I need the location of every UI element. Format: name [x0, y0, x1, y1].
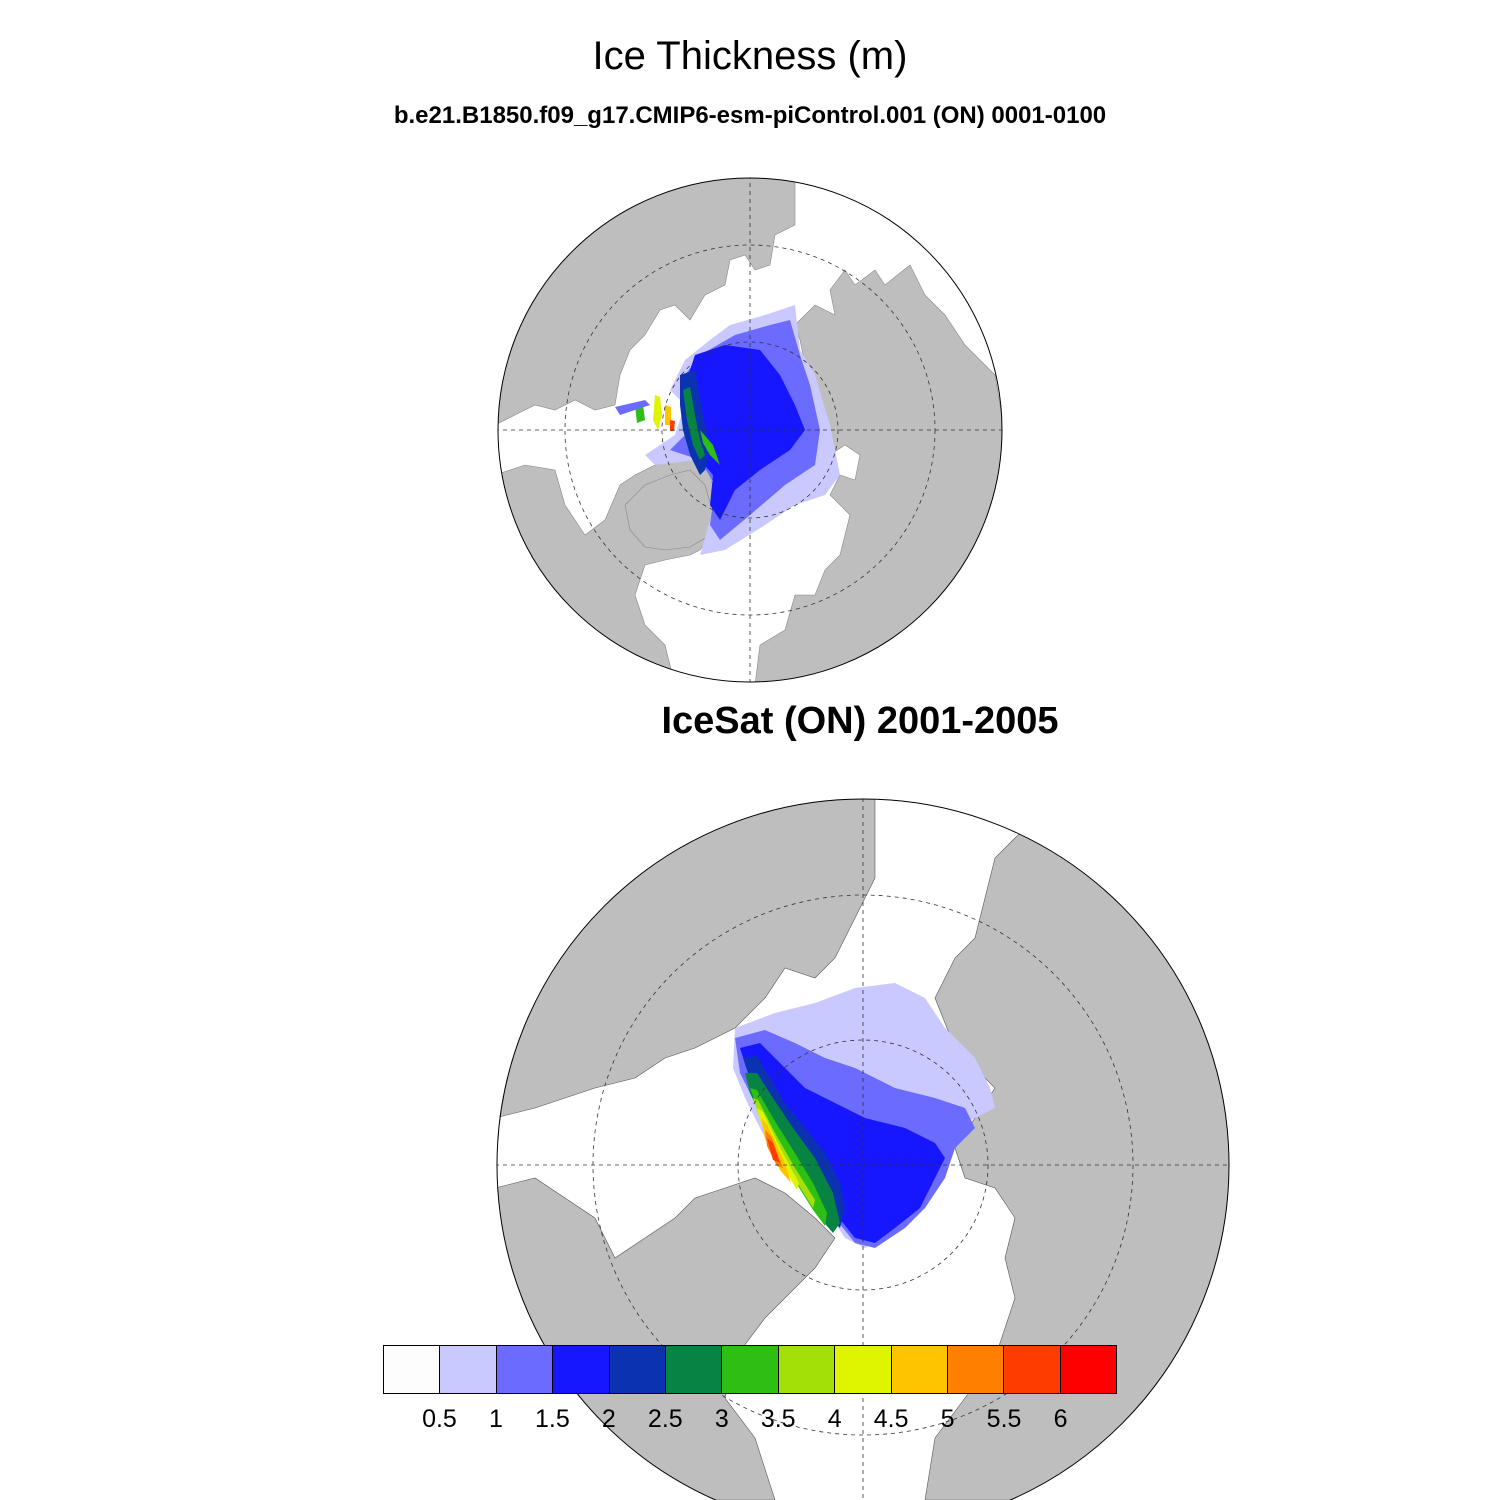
colorbar-box: [722, 1346, 779, 1393]
ice-thick-patch-a: [653, 395, 662, 430]
case-subtitle: b.e21.B1850.f09_g17.CMIP6-esm-piControl.…: [393, 102, 1107, 129]
ice-level-6: [700, 430, 720, 465]
colorbar-label: 5: [940, 1405, 955, 1433]
colorbar-box: [891, 1346, 948, 1393]
colorbar-box: [496, 1346, 554, 1393]
colorbar-label: 2: [601, 1405, 616, 1433]
ice-thick-patch-c: [670, 420, 675, 431]
graticule: [498, 178, 1002, 682]
obs-panel-title: IceSat (ON) 2001-2005: [661, 700, 1059, 742]
colorbar-label: 1.5: [534, 1405, 570, 1433]
colorbar-box: [947, 1346, 1005, 1393]
land-eurasia: [754, 264, 1002, 682]
colorbar-box: [553, 1346, 610, 1393]
ice-level-3: [685, 345, 805, 520]
colorbar-box: [384, 1346, 441, 1393]
colorbar-label: 3.5: [760, 1405, 796, 1433]
colorbar-label: 4.5: [873, 1405, 909, 1433]
colorbar-label: 0.5: [422, 1405, 457, 1433]
colorbar-box: [440, 1346, 497, 1393]
colorbar-box: [609, 1346, 666, 1393]
colorbar-label: 2.5: [647, 1405, 683, 1433]
colorbar-box: [1060, 1346, 1117, 1393]
ice-thick-patch-b: [665, 405, 671, 425]
ice-level-3b: [740, 1043, 945, 1243]
ice-thick-patch-d: [635, 405, 645, 423]
ice-level-5: [683, 387, 705, 460]
colorbar-box: [835, 1346, 892, 1393]
colorbar-box: [1004, 1346, 1061, 1393]
colorbar-label: 5.5: [986, 1405, 1022, 1433]
colorbar-label: 3: [714, 1405, 729, 1433]
ice-thin-channel: [615, 400, 650, 415]
map-border-2: [496, 798, 1230, 1500]
figure-title: Ice Thickness (m): [592, 34, 908, 78]
colorbar-box: [665, 1346, 723, 1393]
ice-level-11b: [767, 1138, 780, 1163]
model-polar-map: [497, 177, 1003, 683]
obs-polar-map: [496, 798, 1230, 1500]
colorbar-label: 4: [827, 1405, 842, 1433]
colorbar: [383, 1345, 1117, 1394]
colorbar-label: 6: [1053, 1405, 1068, 1433]
colorbar-label: 1: [488, 1405, 503, 1433]
map-border: [497, 177, 1003, 683]
colorbar-box: [778, 1346, 836, 1393]
